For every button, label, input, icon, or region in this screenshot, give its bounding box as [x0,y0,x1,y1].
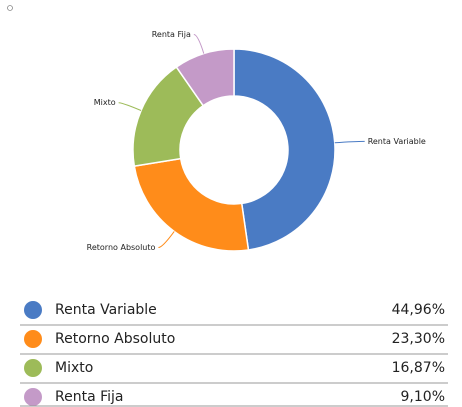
legend-name: Renta Variable [55,302,157,318]
legend-name: Renta Fija [55,389,124,405]
leader-line [193,34,205,54]
legend-name: Retorno Absoluto [55,331,175,347]
legend-swatch [24,301,42,319]
leader-line [334,140,365,144]
slice [175,48,235,107]
legend-value: 44,96% [392,302,445,318]
legend-value: 23,30% [392,331,445,347]
legend-value: 16,87% [392,360,445,376]
leader-line [158,231,175,249]
leader-line [118,102,142,111]
slice [233,48,336,251]
legend-swatch [24,359,42,377]
slice-label: Mixto [94,98,116,107]
legend-swatch [24,388,42,406]
slice-label: Retorno Absoluto [87,243,156,252]
legend-swatch [24,330,42,348]
slice-label: Renta Variable [368,137,426,146]
slice [133,157,250,252]
slice-label: Renta Fija [152,30,191,39]
legend-name: Mixto [55,360,93,376]
menu-icon [7,5,13,11]
legend-value: 9,10% [401,389,445,405]
